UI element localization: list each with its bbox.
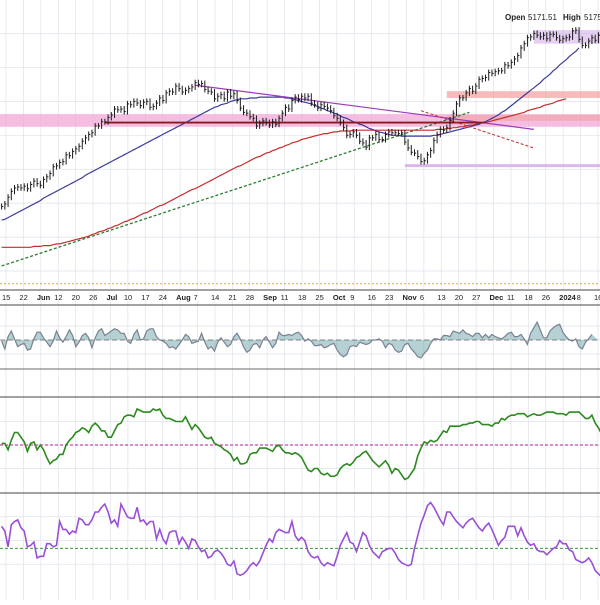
x-tick-label: 27	[472, 293, 480, 302]
gap-zone-upper	[446, 91, 600, 98]
x-tick-label: 20	[455, 293, 463, 302]
x-tick-label: 10	[124, 293, 132, 302]
x-tick-label: 26	[89, 293, 97, 302]
high-label: High	[563, 13, 581, 22]
x-tick-label: Jun	[37, 293, 51, 302]
x-tick-label: 15	[2, 293, 10, 302]
overlay-lines	[0, 47, 600, 285]
x-tick-label: 16	[594, 293, 600, 302]
open-label: Open	[505, 13, 526, 22]
high-value: 5175	[584, 13, 600, 22]
x-tick-label: 9	[350, 293, 354, 302]
ohlc-header: Open 5171.51 High 5175	[505, 13, 600, 22]
x-tick-label: Aug	[176, 293, 191, 302]
x-tick-label: Sep	[263, 293, 277, 302]
x-tick-label: 2024	[559, 293, 577, 302]
long-moving-average	[1, 98, 567, 248]
x-tick-label: 13	[437, 293, 445, 302]
x-tick-label: 12	[54, 293, 62, 302]
x-tick-label: 11	[507, 293, 515, 302]
x-tick-label: 18	[298, 293, 306, 302]
x-tick-label: Dec	[490, 293, 504, 302]
open-value: 5171.51	[528, 13, 557, 22]
x-tick-label: 23	[385, 293, 393, 302]
x-tick-label: 7	[194, 293, 198, 302]
x-tick-label: 22	[19, 293, 27, 302]
indicator-panels	[0, 320, 600, 577]
x-tick-label: 14	[211, 293, 219, 302]
x-axis: 15 22 Jun 12 20 26 Jul 10 17 24 Aug 7 14 21 28 Sep 11 18 2…	[2, 293, 600, 302]
x-tick-label: 18	[524, 293, 532, 302]
panel-separators	[0, 289, 600, 494]
x-tick-label: 6	[420, 293, 424, 302]
x-tick-label: 17	[141, 293, 149, 302]
x-tick-label: Nov	[402, 293, 417, 302]
momentum-line	[1, 320, 593, 359]
x-tick-label: 16	[368, 293, 376, 302]
x-tick-label: 8	[577, 293, 581, 302]
rising-trendline-dotted	[1, 111, 470, 267]
x-tick-label: 25	[315, 293, 323, 302]
low-support-band	[404, 164, 600, 168]
x-tick-label: Jul	[106, 293, 117, 302]
x-tick-label: 20	[72, 293, 80, 302]
gap-zone-lower	[446, 114, 600, 121]
green-oscillator-line	[1, 407, 600, 481]
x-tick-label: 28	[246, 293, 254, 302]
x-tick-label: Oct	[333, 293, 346, 302]
x-tick-label: 21	[228, 293, 236, 302]
ohlc-bars	[1, 27, 600, 210]
x-tick-label: 24	[159, 293, 167, 302]
x-tick-label: 11	[281, 293, 289, 302]
purple-oscillator-line	[0, 501, 600, 577]
x-tick-label: 26	[542, 293, 550, 302]
